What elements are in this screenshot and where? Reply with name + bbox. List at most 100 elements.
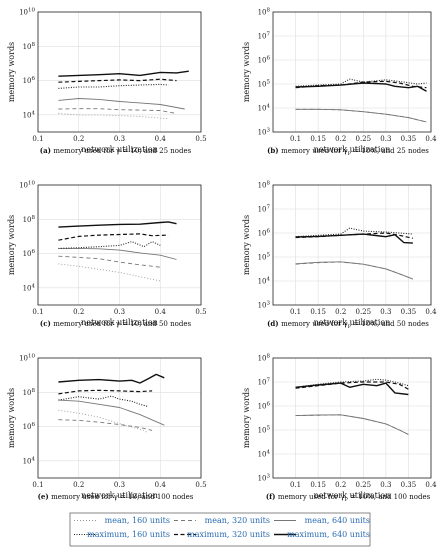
x-tick-label: 0.1 <box>290 308 301 316</box>
y-axis-label: memory words <box>7 42 16 102</box>
y-tick-label: 108 <box>23 42 36 51</box>
y-tick-label: 106 <box>23 422 36 431</box>
y-tick-label: 107 <box>258 378 271 387</box>
y-tick-label: 104 <box>258 450 271 459</box>
chart-panel-f: 0.1 0.15 0.2 0.25 0.3 0.35 0.4 103 104 105 106 107 1… <box>242 354 437 504</box>
series-line-m320 <box>58 108 177 114</box>
x-tick-label: 0.5 <box>195 481 206 489</box>
series-line-m320 <box>295 261 414 280</box>
series-line-m160 <box>295 414 409 435</box>
x-tick-label: 0.4 <box>155 308 167 316</box>
x-axis-label: network utilization <box>81 318 158 327</box>
series-line-m160 <box>58 113 169 120</box>
y-tick-label: 1010 <box>19 181 35 190</box>
plot-frame <box>37 357 202 479</box>
chart-panel-e: 0.1 0.2 0.3 0.4 0.5 104 106 108 1010 network util… <box>7 354 207 502</box>
series-line-x160 <box>295 78 427 87</box>
y-axis-label: memory words <box>242 42 251 102</box>
legend-label: maximum, 640 units <box>287 530 370 539</box>
y-axis-label: memory words <box>242 388 251 448</box>
y-tick-label: 104 <box>23 110 36 119</box>
x-tick-label: 0.3 <box>380 481 391 489</box>
x-tick-label: 0.15 <box>310 481 326 489</box>
legend-label: mean, 320 units <box>205 516 270 525</box>
x-tick-label: 0.2 <box>73 481 84 489</box>
panel-caption: (f) memory used for γP = 10%, and 100 no… <box>266 492 431 503</box>
y-tick-label: 108 <box>23 388 36 397</box>
x-tick-label: 0.1 <box>290 481 301 489</box>
series-line-x640 <box>58 221 177 228</box>
series-line-m160 <box>58 409 149 433</box>
plot-frame <box>272 11 432 133</box>
y-tick-label: 108 <box>258 354 271 363</box>
y-tick-label: 106 <box>23 249 36 258</box>
panel-caption: (c) memory used for γ = 10, and 50 nodes <box>40 319 192 328</box>
legend-label: maximum, 320 units <box>187 530 270 539</box>
plot-frame <box>37 184 202 306</box>
x-tick-label: 0.4 <box>155 135 167 143</box>
x-tick-label: 0.2 <box>335 481 346 489</box>
x-tick-label: 0.5 <box>195 308 206 316</box>
x-axis-label: network utilization <box>314 145 391 154</box>
y-tick-label: 104 <box>258 104 271 113</box>
plot-frame <box>272 357 432 479</box>
series-line-m640 <box>58 399 165 426</box>
series-line-m640 <box>295 261 414 280</box>
x-tick-label: 0.1 <box>290 135 301 143</box>
series-line-x320 <box>58 233 169 241</box>
legend: mean, 160 units mean, 320 units mean, 640 … <box>69 512 371 547</box>
series-line-x160 <box>295 227 413 238</box>
series-line-m640 <box>58 247 177 260</box>
y-tick-label: 108 <box>258 8 271 17</box>
series-line-x640 <box>295 82 427 92</box>
x-tick-label: 0.3 <box>114 481 125 489</box>
series-line-x640 <box>295 382 409 396</box>
x-axis-label: network utilization <box>81 491 158 500</box>
series-line-m320 <box>58 255 161 268</box>
panel-caption: (b) memory used for γP = 10%, and 25 nod… <box>267 146 429 157</box>
chart-panel-a: 0.1 0.2 0.3 0.4 0.5 104 106 108 1010 network util… <box>7 8 207 156</box>
x-tick-label: 0.15 <box>310 135 326 143</box>
y-axis-label: memory words <box>242 215 251 275</box>
chart-panel-b: 0.1 0.15 0.2 0.25 0.3 0.35 0.4 103 104 105 106 107 1… <box>242 8 437 158</box>
y-tick-label: 103 <box>258 474 271 483</box>
series-line-m160 <box>295 261 414 280</box>
series-line-x160 <box>58 83 169 89</box>
x-tick-label: 0.4 <box>425 135 437 143</box>
chart-panel-c: 0.1 0.2 0.3 0.4 0.5 104 106 108 1010 network util… <box>7 181 207 329</box>
y-tick-label: 104 <box>23 283 36 292</box>
y-tick-label: 105 <box>258 80 271 89</box>
y-tick-label: 1010 <box>19 8 35 17</box>
x-tick-label: 0.2 <box>335 308 346 316</box>
y-tick-label: 103 <box>258 128 271 137</box>
series-line-x160 <box>58 241 161 249</box>
y-tick-label: 105 <box>258 253 271 262</box>
legend-label: mean, 160 units <box>105 516 170 525</box>
plot-frame <box>272 184 432 306</box>
x-tick-label: 0.5 <box>195 135 206 143</box>
x-tick-label: 0.35 <box>401 481 417 489</box>
legend-label: mean, 640 units <box>305 516 370 525</box>
chart-panel-d: 0.1 0.15 0.2 0.25 0.3 0.35 0.4 103 104 105 106 107 1… <box>242 181 437 331</box>
panel-caption: (d) memory used for γP = 10%, and 50 nod… <box>267 319 429 330</box>
x-tick-label: 0.4 <box>425 308 437 316</box>
x-axis-label: network utilization <box>81 145 158 154</box>
x-tick-label: 0.2 <box>73 135 84 143</box>
x-tick-label: 0.35 <box>401 135 417 143</box>
y-tick-label: 105 <box>258 426 271 435</box>
y-axis-label: memory words <box>7 388 16 448</box>
x-tick-label: 0.25 <box>355 135 371 143</box>
y-tick-label: 106 <box>23 76 36 85</box>
series-line-m160 <box>58 263 161 282</box>
series-line-m640 <box>58 98 185 110</box>
x-tick-label: 0.3 <box>380 135 391 143</box>
x-tick-label: 0.1 <box>32 481 43 489</box>
series-line-m640 <box>295 414 409 435</box>
legend-label: maximum, 160 units <box>87 530 170 539</box>
y-axis-label: memory words <box>7 215 16 275</box>
x-tick-label: 0.25 <box>355 481 371 489</box>
x-tick-label: 0.4 <box>155 481 167 489</box>
y-tick-label: 106 <box>258 56 271 65</box>
y-tick-label: 107 <box>258 205 271 214</box>
